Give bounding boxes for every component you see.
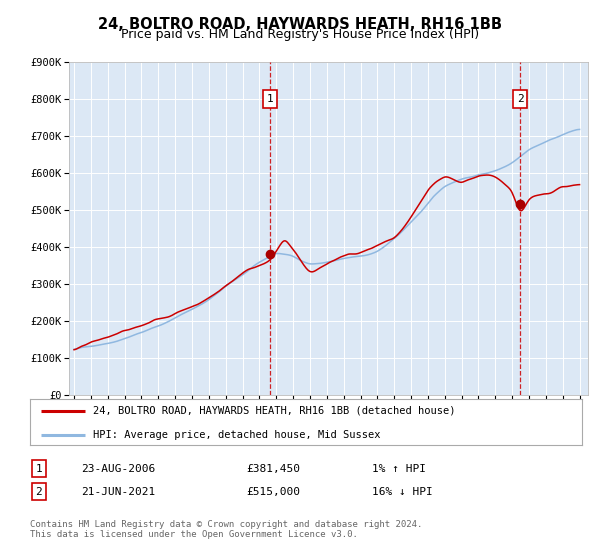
- Text: Contains HM Land Registry data © Crown copyright and database right 2024.
This d: Contains HM Land Registry data © Crown c…: [30, 520, 422, 539]
- Text: £381,450: £381,450: [246, 464, 300, 474]
- Text: 23-AUG-2006: 23-AUG-2006: [81, 464, 155, 474]
- Text: 24, BOLTRO ROAD, HAYWARDS HEATH, RH16 1BB: 24, BOLTRO ROAD, HAYWARDS HEATH, RH16 1B…: [98, 17, 502, 32]
- Text: 1: 1: [267, 94, 274, 104]
- Text: 21-JUN-2021: 21-JUN-2021: [81, 487, 155, 497]
- Text: £515,000: £515,000: [246, 487, 300, 497]
- Text: HPI: Average price, detached house, Mid Sussex: HPI: Average price, detached house, Mid …: [94, 430, 381, 440]
- Text: 2: 2: [517, 94, 523, 104]
- Text: Price paid vs. HM Land Registry's House Price Index (HPI): Price paid vs. HM Land Registry's House …: [121, 28, 479, 41]
- Text: 2: 2: [35, 487, 43, 497]
- Text: 24, BOLTRO ROAD, HAYWARDS HEATH, RH16 1BB (detached house): 24, BOLTRO ROAD, HAYWARDS HEATH, RH16 1B…: [94, 406, 456, 416]
- Text: 16% ↓ HPI: 16% ↓ HPI: [372, 487, 433, 497]
- Text: 1: 1: [35, 464, 43, 474]
- Text: 1% ↑ HPI: 1% ↑ HPI: [372, 464, 426, 474]
